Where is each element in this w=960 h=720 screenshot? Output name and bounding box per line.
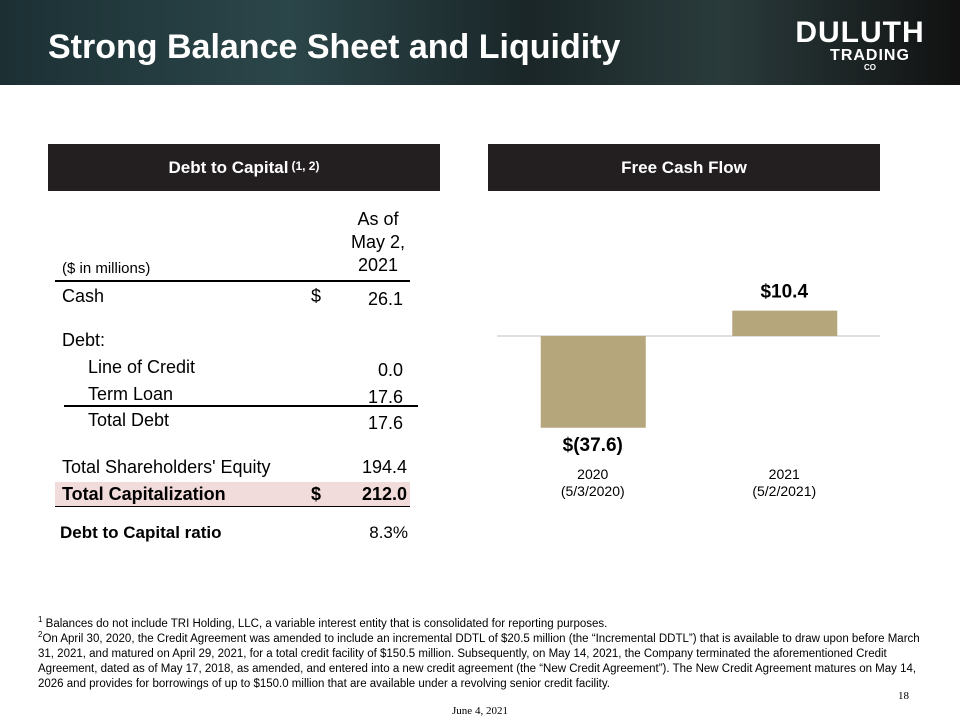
highlight-row: [55, 482, 410, 507]
banner: [0, 0, 960, 85]
chart: $(37.6) $10.4: [497, 282, 880, 456]
rule: [55, 280, 410, 282]
row-label: Total Capitalization: [62, 484, 226, 504]
cell: 17.6: [367, 413, 403, 433]
footnote-marker: 1: [38, 615, 43, 624]
cell: 212.0: [361, 484, 407, 504]
bar: [540, 336, 646, 428]
value-label: $(37.6): [563, 435, 623, 456]
row-label: Term Loan: [88, 384, 174, 404]
chart-heading: Free Cash Flow: [488, 144, 880, 191]
footnote: 1 Balances do not include TRI Holding, L…: [38, 612, 920, 632]
heading-text: Debt to Capital: [168, 157, 289, 177]
row-label: Line of Credit: [88, 357, 196, 377]
logo-text: DULUTH: [795, 16, 925, 49]
bar: [732, 310, 838, 336]
cell: 17.6: [367, 387, 403, 407]
heading-note: (1, 2): [291, 158, 320, 173]
cell: 8.3%: [369, 523, 408, 542]
unit-label: ($ in millions): [62, 260, 151, 277]
footnote-text: Balances do not include TRI Holding, LLC…: [45, 617, 608, 630]
date: June 4, 2021: [452, 705, 508, 717]
table-heading: Debt to Capital (1, 2): [48, 144, 440, 191]
logo-text: TRADING: [830, 47, 910, 64]
cell: 0.0: [377, 360, 403, 380]
slide-title: Strong Balance Sheet and Liquidity: [48, 28, 621, 66]
row-label: Total Shareholders' Equity: [62, 457, 271, 477]
footnote: 2On April 30, 2020, the Credit Agreement…: [38, 627, 920, 692]
rule: [64, 405, 418, 407]
page-number: 18: [898, 690, 909, 702]
footnote-marker: 2: [38, 630, 43, 639]
logo-text: CO: [864, 63, 876, 72]
currency: $: [311, 286, 322, 306]
row-label: Debt:: [62, 330, 106, 350]
cell: 194.4: [361, 457, 407, 477]
cell: 26.1: [367, 289, 403, 309]
row-label: Debt to Capital ratio: [60, 523, 222, 542]
category-label: 2020 (5/3/2020): [560, 466, 625, 499]
category-label: 2021 (5/2/2021): [752, 466, 817, 499]
row-label: Total Debt: [88, 410, 170, 430]
currency: $: [311, 484, 322, 504]
logo: DULUTH TRADING CO: [790, 18, 930, 72]
column-header: As of May 2, 2021: [350, 209, 405, 275]
footnote-text: On April 30, 2020, the Credit Agreement …: [38, 632, 920, 690]
value-label: $10.4: [760, 282, 808, 303]
row-label: Cash: [62, 286, 105, 306]
